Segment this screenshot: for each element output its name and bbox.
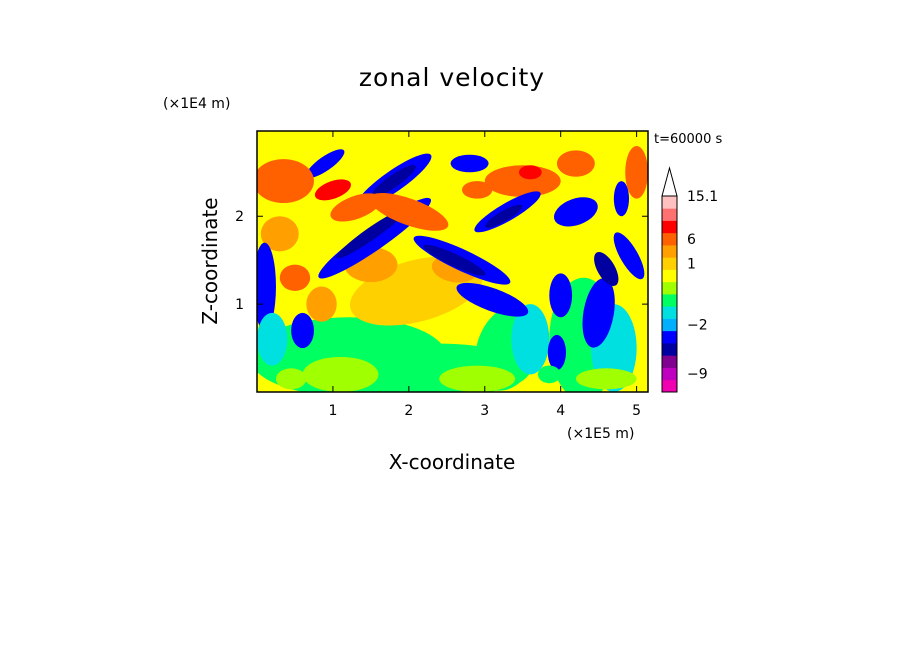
velocity-contour-region <box>461 181 493 199</box>
velocity-contour-region <box>314 179 352 201</box>
velocity-contour-region <box>423 244 486 276</box>
x-tick-label: 5 <box>632 403 641 419</box>
velocity-contour-region <box>485 204 523 228</box>
velocity-contour-region <box>549 273 573 318</box>
velocity-contour-region <box>439 365 516 392</box>
x-tick-label: 1 <box>328 403 337 419</box>
colorbar-label: 1 <box>687 256 696 272</box>
velocity-contour-region <box>369 192 449 231</box>
velocity-contour-region <box>547 334 567 371</box>
velocity-contour-region <box>518 165 542 180</box>
y-tick-label: 1 <box>235 297 244 313</box>
velocity-contour-region <box>450 154 489 173</box>
velocity-contour-region <box>575 368 637 390</box>
colorbar-label: −2 <box>687 318 708 334</box>
colorbar-bin <box>662 257 677 270</box>
velocity-contour-region <box>279 264 311 291</box>
velocity-contour-region <box>306 286 337 322</box>
x-tick-label: 2 <box>404 403 413 419</box>
colorbar-bin <box>662 269 677 283</box>
velocity-contour-region <box>537 365 561 384</box>
velocity-contour-region <box>257 242 276 331</box>
y-unit-label: (×1E4 m) <box>163 96 230 112</box>
colorbar-bin <box>662 367 677 381</box>
colorbar-bin <box>662 294 677 307</box>
velocity-contour-region <box>484 165 561 197</box>
colorbar-bin <box>662 343 677 356</box>
velocity-contour-region <box>257 159 314 204</box>
velocity-contour-region <box>556 150 595 177</box>
velocity-contour-region <box>275 368 307 390</box>
velocity-contour-region <box>456 282 529 317</box>
velocity-contour-region <box>582 278 615 348</box>
velocity-contour-region <box>302 356 379 392</box>
velocity-contour-region <box>613 181 630 217</box>
colorbar: 15.1 6 1 −2 −9 <box>661 166 718 393</box>
velocity-contour-region <box>336 209 406 259</box>
y-axis-label: Z-coordinate <box>198 197 222 324</box>
velocity-contour-region <box>511 304 550 375</box>
colorbar-overflow-triangle <box>661 166 678 197</box>
velocity-contour-region <box>554 197 598 227</box>
colorbar-label: 6 <box>687 232 696 248</box>
colorbar-bin <box>662 220 677 234</box>
colorbar-bin <box>662 330 677 344</box>
velocity-field <box>257 131 648 392</box>
velocity-contour-region <box>594 251 619 286</box>
colorbar-bin <box>662 318 677 332</box>
x-tick-label: 4 <box>556 403 565 419</box>
x-tick-label: 3 <box>480 403 489 419</box>
x-axis-label: X-coordinate <box>389 450 516 474</box>
plot-frame <box>256 130 649 393</box>
colorbar-label: −9 <box>687 367 708 383</box>
velocity-contour-region <box>306 149 345 178</box>
time-label: t=60000 s <box>654 132 722 147</box>
colorbar-bin <box>662 208 677 221</box>
velocity-contour-region <box>330 193 381 222</box>
velocity-contour-region <box>257 312 288 366</box>
velocity-contour-region <box>371 165 416 198</box>
colorbar-bin <box>662 306 677 319</box>
velocity-contour-region <box>625 145 648 199</box>
colorbar-bin <box>662 232 677 246</box>
y-axis-ticks: 12 <box>235 209 648 313</box>
x-unit-label: (×1E5 m) <box>567 426 634 442</box>
colorbar-bin <box>662 281 677 295</box>
colorbar-label: 15.1 <box>687 189 718 205</box>
colorbar-bin <box>662 379 677 393</box>
chart-title: zonal velocity <box>359 63 545 92</box>
colorbar-bin <box>662 245 677 258</box>
colorbar-bin <box>662 196 677 209</box>
velocity-contour-region <box>260 216 299 252</box>
velocity-contour-region <box>613 232 645 280</box>
y-tick-label: 2 <box>235 209 244 225</box>
velocity-contour-region <box>291 312 314 349</box>
x-axis-ticks: 1 2 3 4 5 <box>328 131 641 419</box>
colorbar-bin <box>662 355 677 368</box>
